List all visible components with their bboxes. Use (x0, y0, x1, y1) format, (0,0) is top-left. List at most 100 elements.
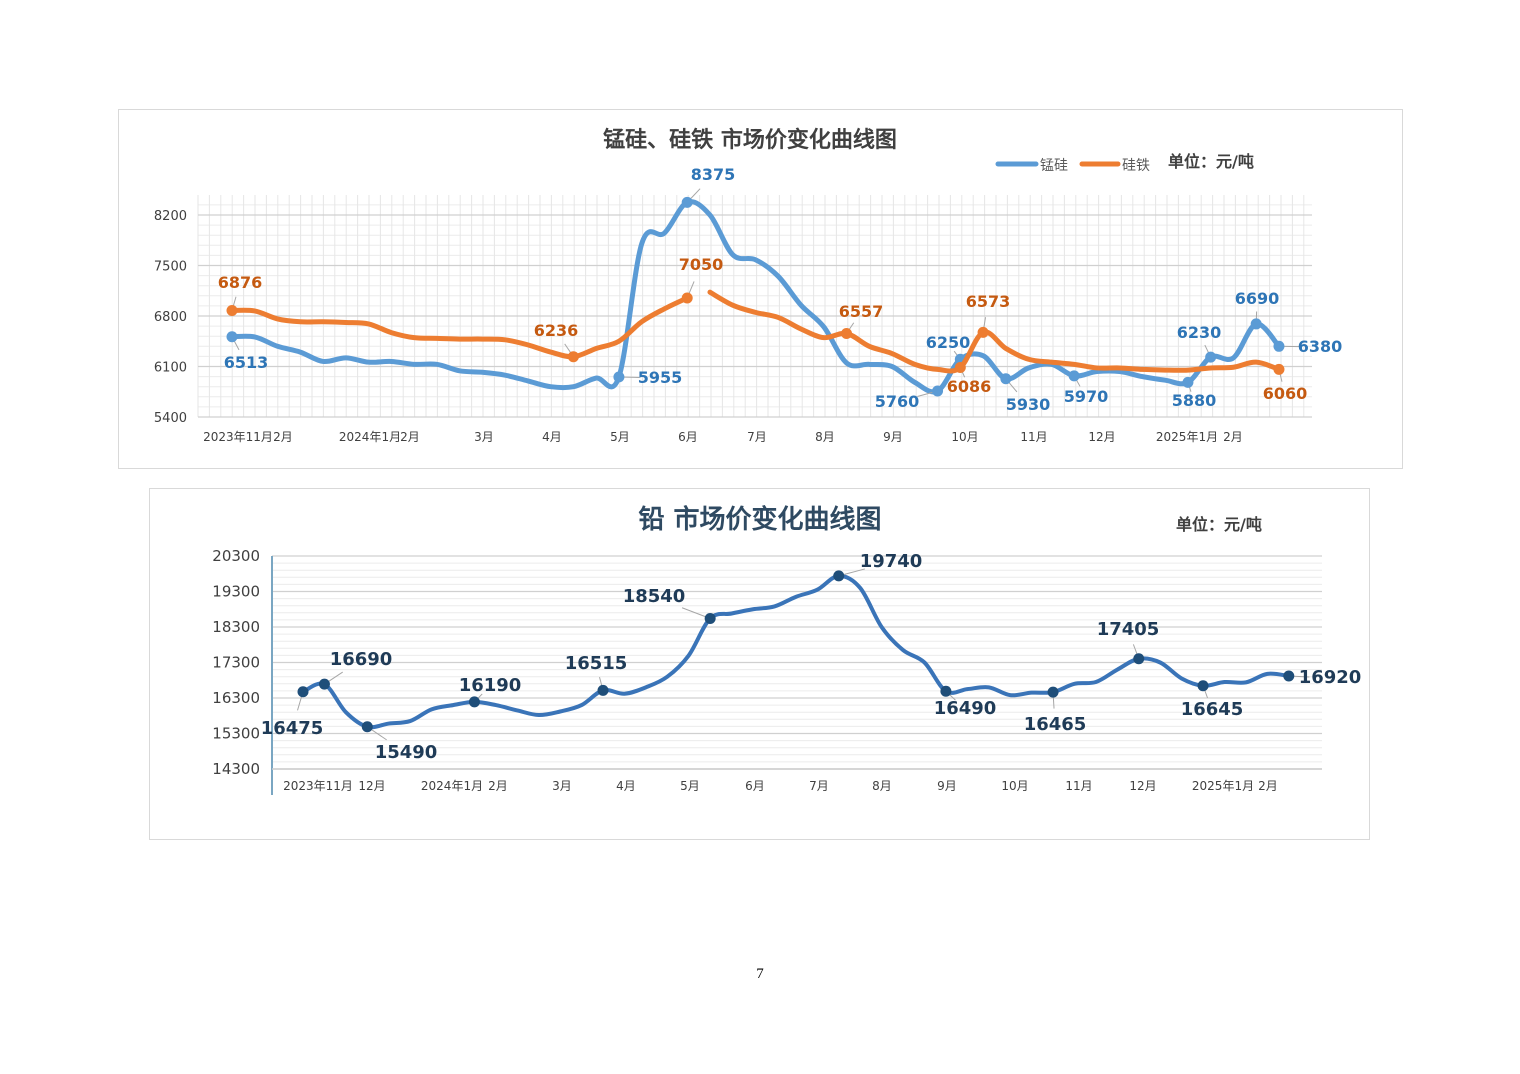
data-point-marker (1250, 318, 1262, 330)
x-tick-label: 8月 (872, 779, 892, 793)
x-tick-label: 2025年1月 (1192, 779, 1254, 793)
data-label: 16690 (330, 649, 393, 670)
x-tick-label: 10月 (1001, 779, 1028, 793)
data-point-marker (567, 351, 579, 363)
data-label: 6230 (1177, 323, 1222, 342)
data-label: 16465 (1024, 714, 1087, 735)
data-label: 6573 (966, 292, 1011, 311)
series-line-0 (229, 199, 1282, 395)
data-label: 6513 (224, 353, 269, 372)
x-tick-label: 3月 (474, 430, 494, 444)
y-tick-label: 6800 (154, 310, 187, 325)
x-tick-label: 4月 (542, 430, 562, 444)
unit-label-lead: 单位：元/吨 (1176, 515, 1262, 534)
x-tick-label: 4月 (616, 779, 636, 793)
x-tick-label: 2月 (488, 779, 508, 793)
x-tick-label: 10月 (951, 430, 978, 444)
data-point-marker (1283, 670, 1295, 682)
x-tick-label: 6月 (678, 430, 698, 444)
data-point-marker (841, 328, 853, 340)
data-label: 6876 (218, 273, 263, 292)
x-tick-label: 6月 (745, 779, 765, 793)
grid (272, 555, 1322, 770)
data-point-marker (681, 196, 693, 208)
data-label: 6380 (1298, 337, 1343, 356)
x-tick-label: 12月 (1088, 430, 1115, 444)
y-tick-label: 14300 (212, 760, 260, 778)
data-point-marker (468, 696, 480, 708)
legend: 锰硅 硅铁 (995, 158, 1150, 174)
data-point-marker (940, 685, 952, 697)
page-number: 7 (756, 966, 764, 982)
data-label: 6060 (1263, 384, 1308, 403)
x-tick-label: 2023年11月 (283, 779, 353, 793)
chart-title-lead: 铅 市场价变化曲线图 (638, 504, 881, 535)
data-point-marker (681, 292, 693, 304)
series-line-1 (229, 295, 690, 360)
legend-label-fesi: 硅铁 (1122, 158, 1150, 174)
data-point-marker (613, 371, 625, 383)
y-tick-label: 20300 (212, 547, 260, 565)
series-line-0 (301, 573, 1291, 730)
data-label: 15490 (375, 742, 438, 763)
chart-title-ferroalloy: 锰硅、硅铁 市场价变化曲线图 (603, 127, 897, 153)
data-label: 19740 (860, 551, 923, 572)
x-tick-label: 5月 (610, 430, 630, 444)
x-tick-label: 9月 (883, 430, 903, 444)
x-tick-label: 3月 (552, 779, 572, 793)
x-tick-label: 2025年1月 (1156, 430, 1218, 444)
data-point-marker (597, 684, 609, 696)
data-label: 5955 (638, 368, 683, 387)
data-point-marker (297, 686, 309, 698)
x-tick-label: 12月 (1129, 779, 1156, 793)
legend-label-mnsi: 锰硅 (1040, 158, 1068, 174)
data-point-marker (704, 612, 716, 624)
data-point-marker (1000, 373, 1012, 385)
x-tick-label: 2024年1月 (421, 779, 483, 793)
data-point-marker (226, 331, 238, 343)
x-tick-label: 2月 (1258, 779, 1278, 793)
x-tick-label: 2023年11月 (203, 430, 273, 444)
y-tick-label: 5400 (154, 411, 187, 426)
y-tick-label: 7500 (154, 260, 187, 275)
x-tick-label: 2月 (1223, 430, 1243, 444)
data-point-marker (361, 721, 373, 733)
data-point-marker (932, 385, 944, 397)
data-label: 7050 (679, 255, 724, 274)
data-point-marker (954, 362, 966, 374)
x-tick-label: 2月 (273, 430, 293, 444)
y-tick-label: 16300 (212, 689, 260, 707)
data-label: 16920 (1299, 667, 1362, 688)
data-point-marker (977, 326, 989, 338)
data-label: 6690 (1235, 289, 1280, 308)
data-label: 5970 (1064, 387, 1109, 406)
y-tick-label: 19300 (212, 583, 260, 601)
data-label: 16515 (565, 653, 628, 674)
data-point-marker (1047, 686, 1059, 698)
y-tick-label: 8200 (154, 209, 187, 224)
data-label: 17405 (1097, 619, 1160, 640)
data-label: 8375 (691, 165, 736, 184)
data-label: 16490 (934, 698, 997, 719)
x-tick-label: 7月 (747, 430, 767, 444)
data-label: 5930 (1006, 395, 1051, 414)
data-point-marker (318, 678, 330, 690)
data-point-marker (1133, 653, 1145, 665)
data-label: 6086 (947, 377, 992, 396)
data-label: 6236 (534, 321, 579, 340)
data-label: 5760 (875, 392, 920, 411)
data-label: 6557 (839, 302, 884, 321)
x-tick-label: 2月 (400, 430, 420, 444)
x-tick-label: 8月 (815, 430, 835, 444)
data-label: 18540 (623, 586, 686, 607)
data-point-marker (1197, 680, 1209, 692)
series-line-1 (707, 289, 1282, 374)
data-label: 16190 (459, 675, 522, 696)
x-tick-label: 11月 (1065, 779, 1092, 793)
data-point-marker (226, 305, 238, 317)
data-label: 16645 (1181, 699, 1244, 720)
data-label: 6250 (926, 333, 971, 352)
x-tick-label: 9月 (937, 779, 957, 793)
